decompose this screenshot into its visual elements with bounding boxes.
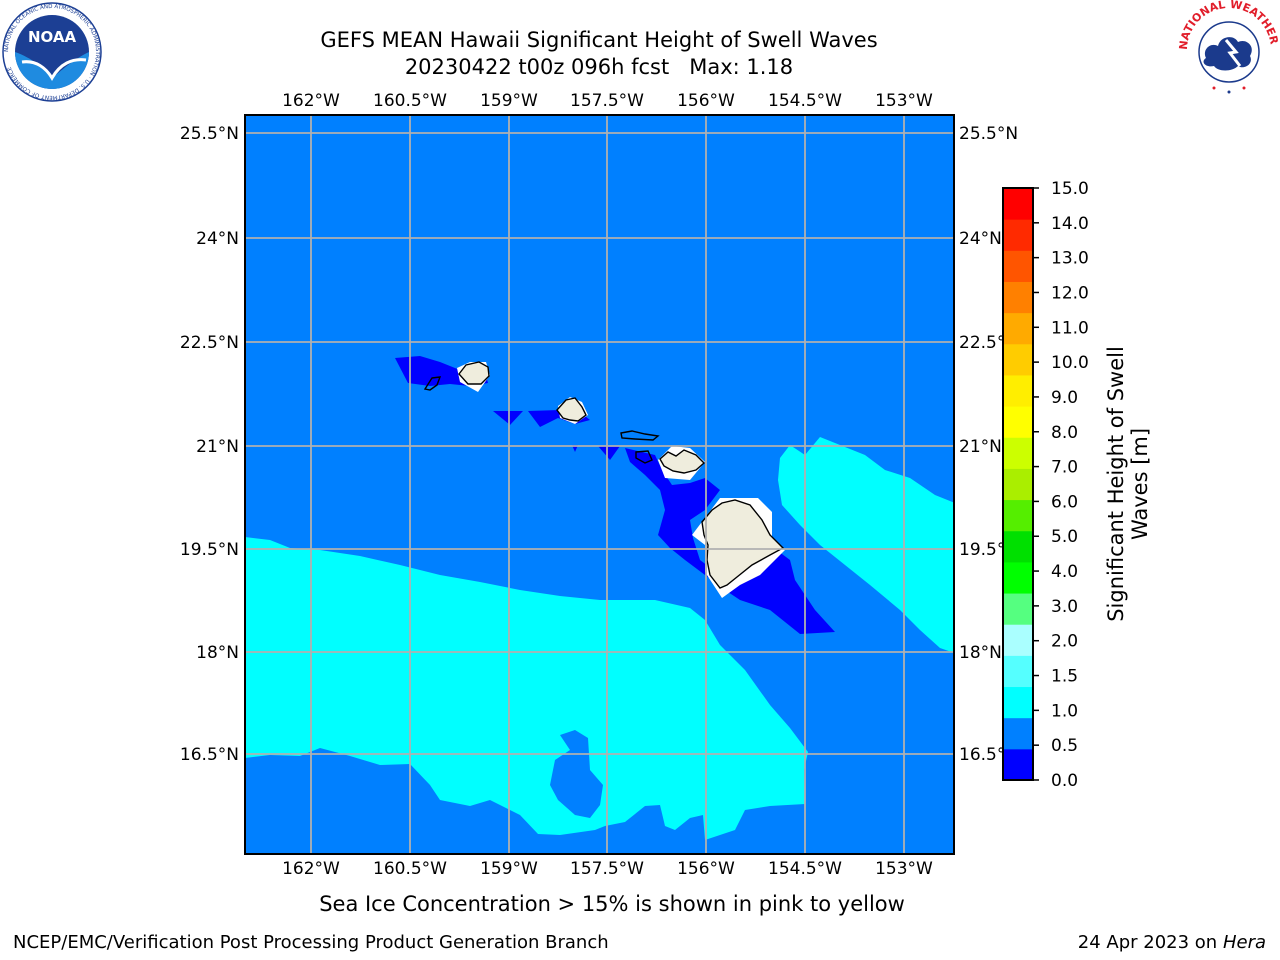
island-maui xyxy=(659,449,706,474)
colorbar: 0.0 0.5 1.0 1.5 2.0 3.0 4.0 5.0 6.0 7.0 8.0 9.0 10.0… xyxy=(1002,179,1089,791)
colorbar-tick-label: 8.0 xyxy=(1051,423,1078,443)
noaa-logo-text: NOAA xyxy=(28,28,77,46)
colorbar-tick-label: 1.0 xyxy=(1051,701,1078,721)
colorbar-swatch xyxy=(1003,250,1033,282)
colorbar-swatch xyxy=(1003,468,1033,501)
sea-ice-note: Sea Ice Concentration > 15% is shown in … xyxy=(319,892,905,916)
colorbar-tick-label: 2.0 xyxy=(1051,632,1078,652)
colorbar-tick-label: 15.0 xyxy=(1051,179,1089,199)
colorbar-tick-label: 7.0 xyxy=(1051,458,1078,478)
colorbar-swatch xyxy=(1003,686,1033,719)
map-title: GEFS MEAN Hawaii Significant Height of S… xyxy=(320,28,878,52)
noaa-logo: NATIONAL OCEANIC AND ATMOSPHERIC ADMINIS… xyxy=(2,2,102,102)
colorbar-swatch xyxy=(1003,437,1033,469)
swell-region-0-0-5-maui xyxy=(572,445,835,634)
island-big-island xyxy=(701,499,785,589)
lat-tick-left: 25.5°N xyxy=(180,124,239,144)
colorbar-tick-label: 12.0 xyxy=(1051,283,1089,303)
colorbar-swatch xyxy=(1003,717,1033,750)
map-graticule xyxy=(245,115,954,854)
colorbar-label: Significant Height of SwellWaves [m] xyxy=(1104,346,1152,622)
lon-tick-bottom: 157.5°W xyxy=(570,859,644,879)
colorbar-swatch xyxy=(1003,561,1033,594)
footer-branch: NCEP/EMC/Verification Post Processing Pr… xyxy=(13,932,609,953)
colorbar-tick-label: 6.0 xyxy=(1051,492,1078,512)
lat-tick-left: 22.5°N xyxy=(180,333,239,353)
footer-date: 24 Apr 2023 on Hera xyxy=(1078,932,1266,954)
island-niihau xyxy=(423,376,442,391)
lon-tick-bottom: 162°W xyxy=(282,859,340,879)
lon-tick-bottom: 156°W xyxy=(677,859,735,879)
lon-tick-top: 156°W xyxy=(677,91,735,111)
lon-tick-top: 157.5°W xyxy=(570,91,644,111)
map-frame xyxy=(244,114,955,855)
lat-tick-right: 21°N xyxy=(959,437,1002,457)
footer-date-text: 24 Apr 2023 on xyxy=(1077,932,1223,953)
lat-tick-right: 25.5°N xyxy=(959,124,1018,144)
lon-tick-top: 154.5°W xyxy=(768,91,842,111)
colorbar-swatch xyxy=(1003,312,1033,345)
lat-tick-right: 18°N xyxy=(959,643,1002,663)
lat-tick-left: 24°N xyxy=(196,229,239,249)
island-kauai xyxy=(458,361,490,385)
colorbar-tick-label: 5.0 xyxy=(1051,527,1078,547)
lat-tick-left: 19.5°N xyxy=(180,540,239,560)
colorbar-tick-label: 0.5 xyxy=(1051,736,1078,756)
lon-tick-top: 159°W xyxy=(480,91,538,111)
colorbar-swatch xyxy=(1003,374,1033,407)
colorbar-swatch xyxy=(1003,343,1033,376)
colorbar-tick-label: 3.0 xyxy=(1051,597,1078,617)
island-molokai xyxy=(620,430,660,441)
nws-logo: NATIONAL WEATHER SERVICE xyxy=(1178,0,1280,98)
colorbar-tick-label: 11.0 xyxy=(1051,318,1089,338)
colorbar-swatch xyxy=(1003,281,1033,314)
swell-region-1-1-5-south xyxy=(245,537,808,840)
colorbar-swatch xyxy=(1003,219,1033,251)
colorbar-tick-label: 10.0 xyxy=(1051,353,1089,373)
colorbar-tick-label: 1.5 xyxy=(1051,667,1078,687)
footer-host: Hera xyxy=(1222,932,1266,953)
colorbar-tick-label: 4.0 xyxy=(1051,562,1078,582)
colorbar-swatch xyxy=(1003,188,1033,220)
island-oahu xyxy=(556,397,587,422)
colorbar-swatch xyxy=(1003,624,1033,656)
island-lanai xyxy=(635,450,653,464)
lat-tick-right: 24°N xyxy=(959,229,1002,249)
lon-tick-top: 162°W xyxy=(282,91,340,111)
colorbar-swatch xyxy=(1003,406,1033,438)
colorbar-frame xyxy=(1002,187,1034,781)
colorbar-tick-label: 9.0 xyxy=(1051,388,1078,408)
colorbar-tick-label: 0.0 xyxy=(1051,771,1078,791)
lon-tick-bottom: 160.5°W xyxy=(373,859,447,879)
colorbar-tick-label: 14.0 xyxy=(1051,214,1089,234)
lon-tick-bottom: 154.5°W xyxy=(768,859,842,879)
colorbar-swatch xyxy=(1003,655,1033,688)
colorbar-tick-label: 13.0 xyxy=(1051,249,1089,269)
colorbar-label-line: Waves [m] xyxy=(1128,428,1152,540)
lon-tick-bottom: 153°W xyxy=(875,859,933,879)
lat-tick-left: 18°N xyxy=(196,643,239,663)
lon-tick-bottom: 159°W xyxy=(480,859,538,879)
map-subtitle: 20230422 t00z 096h fcst Max: 1.18 xyxy=(404,55,794,79)
lon-tick-top: 160.5°W xyxy=(373,91,447,111)
swell-region-1-1-5-east xyxy=(778,437,954,653)
colorbar-swatch xyxy=(1003,748,1033,781)
lat-tick-left: 16.5°N xyxy=(180,745,239,765)
lon-tick-top: 153°W xyxy=(875,91,933,111)
lat-tick-left: 21°N xyxy=(196,437,239,457)
colorbar-label-line: Significant Height of Swell xyxy=(1104,346,1128,622)
colorbar-swatch xyxy=(1003,499,1033,532)
colorbar-swatch xyxy=(1003,593,1033,625)
swell-region-0-5-1-pocket xyxy=(550,730,603,818)
colorbar-swatch xyxy=(1003,530,1033,563)
